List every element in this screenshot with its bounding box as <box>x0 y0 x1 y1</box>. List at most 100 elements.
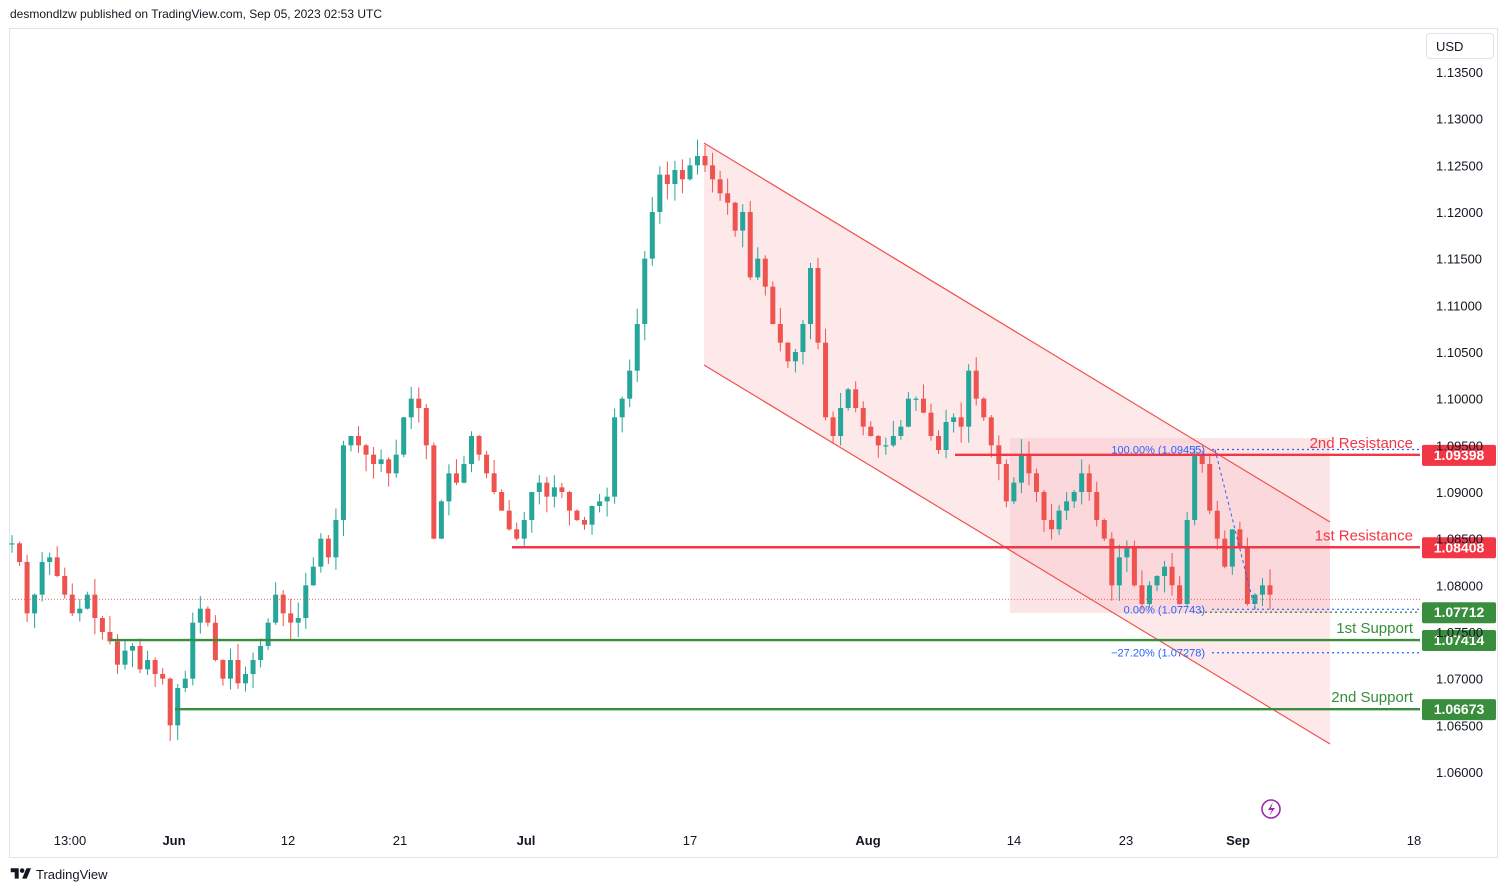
price-tick-label: 1.12000 <box>1436 205 1483 220</box>
candle-body <box>936 436 942 450</box>
candle-body <box>288 613 294 623</box>
time-tick-label: 23 <box>1119 833 1133 848</box>
candle-body <box>875 436 881 446</box>
candle-body <box>951 417 957 422</box>
level-price-badge[interactable] <box>1422 444 1496 466</box>
candle-body <box>725 193 731 203</box>
currency-selector[interactable]: USD <box>1426 33 1494 59</box>
price-tick-label: 1.08000 <box>1436 578 1483 593</box>
candle-body <box>393 454 399 474</box>
candle-body <box>860 408 866 427</box>
candle-body <box>1259 585 1265 595</box>
candle-body <box>785 342 791 362</box>
price-axis[interactable]: 1.13500 1.13000 1.12500 1.12000 1.11500 1.110… <box>1436 65 1483 780</box>
candle-body <box>1131 548 1137 586</box>
candle-body <box>160 674 166 679</box>
candle-body <box>597 501 603 506</box>
candle-body <box>318 538 324 567</box>
candle-body <box>958 417 964 427</box>
candle-body <box>212 622 218 660</box>
fib-level-label: −27.20% (1.07278) <box>1111 648 1205 660</box>
candle-body <box>386 459 392 474</box>
candle-body <box>378 459 384 464</box>
candle-body <box>905 398 911 427</box>
candle-body <box>649 212 655 259</box>
candle-body <box>220 660 226 679</box>
price-tick-label: 1.11500 <box>1436 252 1482 267</box>
time-tick-label: Aug <box>855 833 880 848</box>
candle-body <box>92 594 98 618</box>
level-price-badge[interactable] <box>1422 537 1496 559</box>
candle-body <box>830 417 836 436</box>
candle-body <box>99 618 105 632</box>
candle-body <box>551 487 557 497</box>
candle-body <box>1003 464 1009 502</box>
candle-body <box>190 622 196 679</box>
candle-body <box>1154 576 1160 586</box>
candle-body <box>476 436 482 455</box>
candle-body <box>755 258 761 278</box>
candle-body <box>243 674 249 684</box>
level-price-badge[interactable] <box>1422 699 1496 721</box>
price-tick-label: 1.11000 <box>1436 298 1482 313</box>
time-tick-label: 17 <box>683 833 697 848</box>
candle-body <box>582 520 588 525</box>
candle-body <box>17 543 23 562</box>
candle-body <box>853 389 859 408</box>
candle-body <box>1169 566 1175 586</box>
candle-body <box>356 436 362 446</box>
candle-body <box>1049 520 1055 530</box>
candle-body <box>145 660 151 670</box>
time-tick-label: Jul <box>517 833 536 848</box>
candle-body <box>732 202 738 231</box>
candle-body <box>913 398 919 400</box>
candle-body <box>69 594 75 614</box>
candle-body <box>1086 473 1092 492</box>
candle-body <box>1041 492 1047 520</box>
channel-lower-line <box>703 364 1331 745</box>
candle-body <box>679 170 685 180</box>
current-price-badge[interactable] <box>1422 602 1496 624</box>
candle-body <box>988 417 994 446</box>
candle-body <box>9 543 15 545</box>
time-tick-label: 18 <box>1407 833 1421 848</box>
candle-body <box>205 608 211 623</box>
lightning-icon[interactable] <box>1261 799 1281 819</box>
candle-body <box>167 678 173 726</box>
price-tick-label: 1.06000 <box>1436 765 1483 780</box>
time-axis[interactable]: 13:00 Jun 12 21 Jul 17 Aug 14 23 Sep 18 <box>54 833 1422 848</box>
price-tick-label: 1.07500 <box>1436 625 1483 640</box>
candle-body <box>250 660 256 674</box>
candle-body <box>438 501 444 539</box>
candle-body <box>702 156 708 166</box>
fib-level-label: 0.00% (1.07743) <box>1124 604 1205 616</box>
candle-body <box>747 212 753 278</box>
candle-body <box>1162 566 1168 576</box>
candle-body <box>469 436 475 464</box>
candle-body <box>325 538 331 558</box>
candle-body <box>1214 510 1220 539</box>
candle-body <box>928 412 934 436</box>
candle-body <box>1237 529 1243 548</box>
candle-body <box>54 557 60 576</box>
candle-body <box>107 632 113 642</box>
tradingview-footer[interactable]: TradingView <box>10 866 108 882</box>
candle-body <box>39 562 45 595</box>
candle-body <box>416 398 422 408</box>
candle-body <box>175 688 181 726</box>
candle-body <box>401 417 407 455</box>
level-price-label: 1.08408 <box>1434 539 1485 555</box>
candle-body <box>446 473 452 502</box>
candle-body <box>634 324 640 371</box>
level-name: 2nd Resistance <box>1310 435 1413 452</box>
price-tick-label: 1.13500 <box>1436 65 1483 80</box>
candle-body <box>1244 548 1250 604</box>
candle-body <box>1109 538 1115 586</box>
candle-body <box>62 576 68 595</box>
candle-body <box>1011 482 1017 502</box>
level-price-badge[interactable] <box>1422 630 1496 652</box>
price-tick-label: 1.10500 <box>1436 345 1483 360</box>
candle-body <box>1184 520 1190 604</box>
candle-body <box>657 174 663 212</box>
